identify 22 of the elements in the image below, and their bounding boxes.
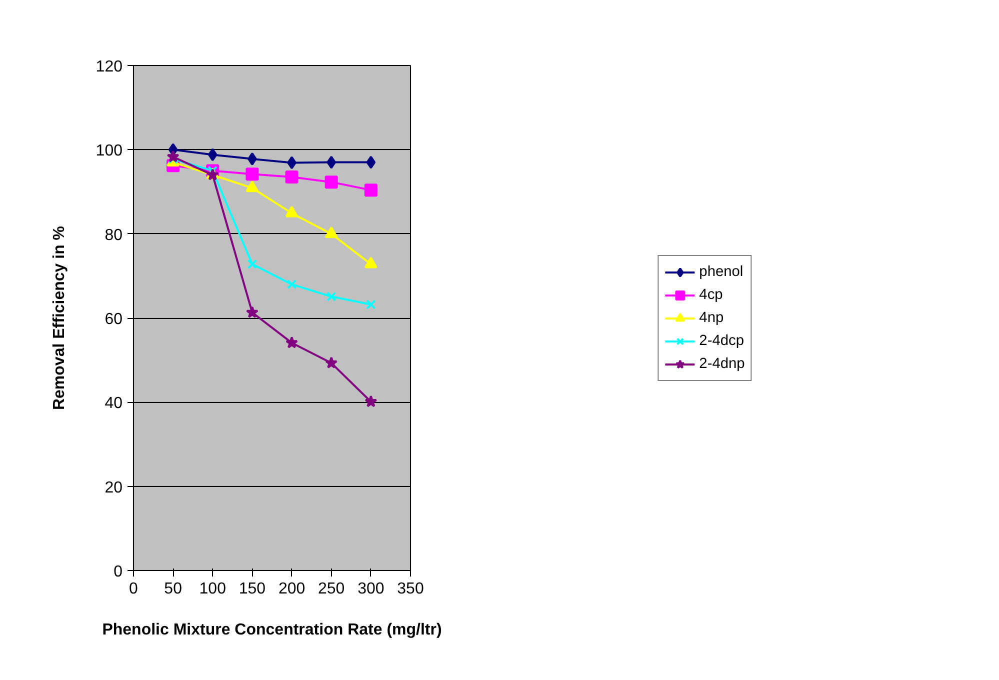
y-tick-label: 100 <box>96 142 123 160</box>
y-tick-label: 40 <box>104 395 123 412</box>
x-tick-label: 150 <box>238 580 266 598</box>
legend-label: 2-4dcp <box>699 332 744 348</box>
x-tick-label: 300 <box>358 580 384 598</box>
x-axis-title: Phenolic Mixture Concentration Rate (mg/ltr) <box>102 622 442 638</box>
y-tick-label: 120 <box>96 58 123 76</box>
y-axis-title: Removal Efficiency in % <box>50 226 68 410</box>
legend-label: 4np <box>699 310 724 326</box>
x-tick-label: 250 <box>318 580 345 598</box>
y-tick-label: 0 <box>114 564 123 580</box>
legend-label: 2-4dnp <box>699 356 745 372</box>
x-tick-label: 0 <box>129 580 138 598</box>
x-tick-label: 200 <box>278 580 306 598</box>
y-tick-label: 60 <box>104 311 123 328</box>
legend-label: phenol <box>699 264 744 280</box>
x-tick-label: 100 <box>199 580 226 598</box>
y-tick-label: 20 <box>104 479 123 496</box>
y-tick-label: 80 <box>104 226 123 244</box>
x-tick-label: 350 <box>397 580 424 598</box>
x-tick-label: 50 <box>164 580 182 598</box>
legend-label: 4cp <box>699 286 723 302</box>
